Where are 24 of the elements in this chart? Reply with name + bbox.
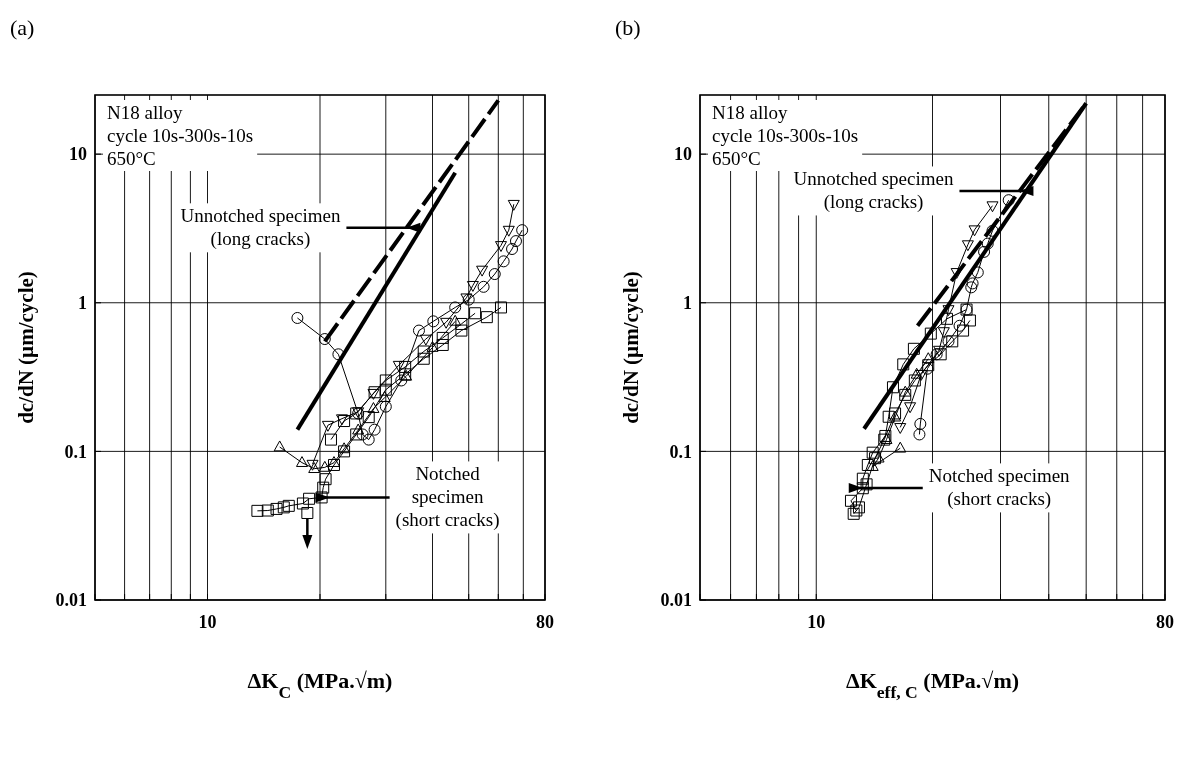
x-tick-label: 10 — [198, 612, 217, 632]
y-axis-title: dc/dN (µm/cycle) — [14, 271, 38, 424]
y-axis-title: dc/dN (µm/cycle) — [619, 271, 643, 424]
y-tick-label: 0.1 — [669, 441, 692, 462]
x-tick-label: 10 — [807, 612, 826, 632]
y-tick-label: 10 — [674, 144, 692, 165]
y-tick-label: 1 — [78, 293, 87, 314]
annotation: N18 alloy cycle 10s-300s-10s 650°C — [712, 102, 859, 169]
x-axis-title: ΔK$_{C}$ (MPa.√m) — [247, 668, 393, 702]
y-tick-label: 0.01 — [55, 590, 87, 611]
y-tick-label: 0.1 — [64, 441, 87, 462]
x-tick-label: 80 — [536, 612, 554, 632]
annotation: Unnotched specimen (long cracks) — [180, 205, 341, 251]
chart-title: (a) — [10, 15, 35, 40]
x-tick-label: 80 — [1156, 612, 1174, 632]
annotation: Unnotched specimen (long cracks) — [793, 168, 954, 214]
x-axis-title: ΔK$_{eff, C}$ (MPa.√m) — [845, 668, 1020, 702]
annotation: Notched specimen (short cracks) — [928, 465, 1071, 511]
y-tick-label: 10 — [69, 144, 87, 165]
annotation: Notched specimen (short cracks) — [395, 463, 500, 532]
y-tick-label: 0.01 — [660, 590, 692, 611]
chart-title: (b) — [615, 15, 641, 40]
annotation: N18 alloy cycle 10s-300s-10s 650°C — [107, 102, 254, 169]
y-tick-label: 1 — [683, 293, 692, 314]
